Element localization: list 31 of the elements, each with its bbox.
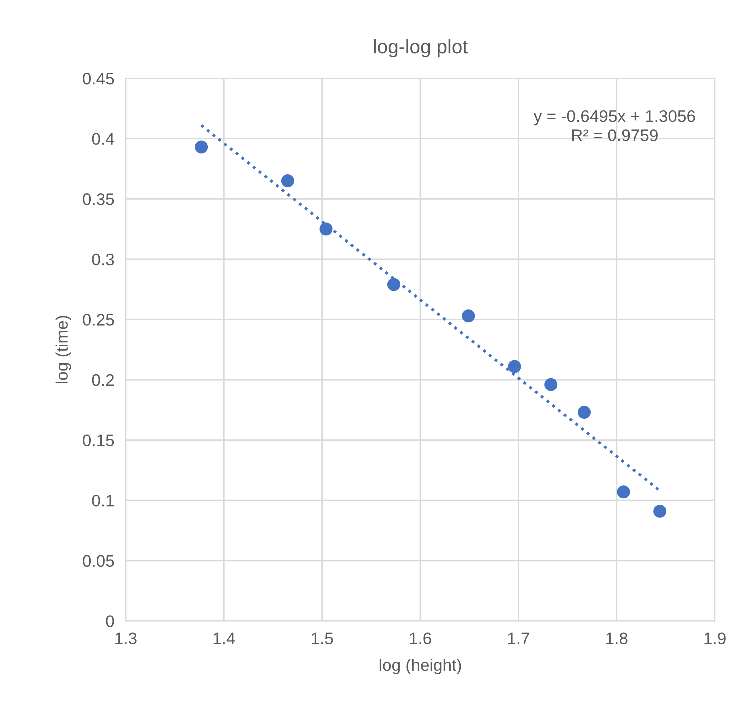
y-tick-label: 0.2 xyxy=(92,374,114,386)
y-tick-label: 0.05 xyxy=(83,555,114,568)
chart-title: log-log plot xyxy=(374,39,468,58)
y-tick-label: 0.1 xyxy=(92,494,114,507)
y-tick-label: 0.4 xyxy=(92,133,114,146)
y-tick-label: 0.3 xyxy=(92,254,114,266)
y-tick-label: 0.35 xyxy=(83,194,114,206)
x-tick-label: 1.8 xyxy=(606,632,628,645)
annotation: y = -0.6495x + 1.3056 R² = 0.9759 xyxy=(534,110,696,142)
point xyxy=(617,486,630,499)
point xyxy=(195,140,208,154)
y-axis-title: log (time) xyxy=(56,316,72,384)
point xyxy=(654,504,667,518)
y-tick-label: 0 xyxy=(106,616,114,628)
y-tick-label: 0.25 xyxy=(83,314,114,326)
x-axis-title: log (height) xyxy=(380,658,462,674)
point xyxy=(578,406,591,420)
y-tick-label: 0.15 xyxy=(83,434,114,447)
point xyxy=(320,222,333,236)
x-tick-label: 1.6 xyxy=(410,632,432,645)
point xyxy=(388,278,401,292)
point xyxy=(508,360,522,374)
x-tick-label: 1.5 xyxy=(312,632,334,645)
point xyxy=(544,378,558,392)
x-tick-label: 1.7 xyxy=(508,632,530,644)
y-tick-label: 0.45 xyxy=(83,72,114,85)
x-tick-label: 1.9 xyxy=(704,632,726,645)
x-tick-label: 1.4 xyxy=(214,632,236,644)
point xyxy=(462,310,476,323)
x-tick-label: 1.3 xyxy=(116,632,137,645)
point xyxy=(281,174,294,188)
